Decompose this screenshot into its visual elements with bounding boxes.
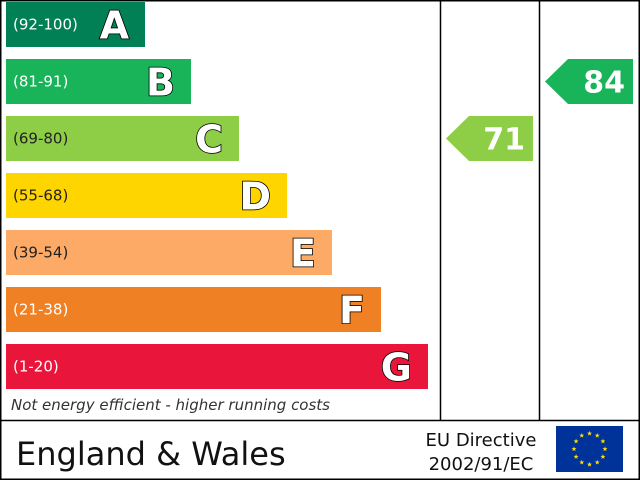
flag-star bbox=[573, 454, 579, 459]
flag-star bbox=[600, 454, 606, 459]
band-bar-c bbox=[6, 116, 239, 161]
band-range-e: (39-54) bbox=[13, 244, 68, 262]
flag-star bbox=[600, 438, 606, 444]
band-range-g: (1-20) bbox=[13, 358, 59, 376]
flag-star bbox=[571, 446, 577, 452]
directive-label: EU Directive bbox=[426, 430, 537, 451]
band-letter-e: E bbox=[290, 232, 316, 276]
rating-value-current: 71 bbox=[483, 123, 525, 158]
band-letter-c: C bbox=[195, 118, 223, 162]
flag-star bbox=[579, 432, 585, 438]
band-letter-d: D bbox=[239, 175, 271, 219]
band-bar-e bbox=[6, 230, 332, 275]
flag-star bbox=[594, 432, 600, 438]
band-range-f: (21-38) bbox=[13, 301, 68, 319]
band-bar-a bbox=[6, 2, 145, 47]
band-letter-b: B bbox=[146, 61, 175, 105]
band-bars: (92-100) A (81-91) B (69-80) C (55-68) D (39-54)… bbox=[6, 2, 428, 390]
rating-pointer-current bbox=[446, 116, 533, 161]
rating-value-potential: 84 bbox=[583, 66, 625, 101]
band-range-d: (55-68) bbox=[13, 187, 68, 205]
band-range-b: (81-91) bbox=[13, 73, 68, 91]
band-bar-d bbox=[6, 173, 287, 218]
band-range-a: (92-100) bbox=[13, 16, 78, 34]
eu-flag-icon bbox=[556, 426, 623, 472]
band-bar-g bbox=[6, 344, 428, 389]
band-letter-g: G bbox=[381, 346, 412, 390]
band-range-c: (69-80) bbox=[13, 130, 68, 148]
band-letter-f: F bbox=[339, 289, 365, 333]
directive-number: 2002/91/EC bbox=[429, 454, 534, 475]
rating-pointers: 71 84 bbox=[446, 59, 633, 161]
rating-pointer-potential bbox=[545, 59, 633, 104]
flag-star bbox=[587, 430, 592, 436]
region-label: England & Wales bbox=[16, 435, 286, 473]
flag-star bbox=[579, 459, 585, 465]
flag-star bbox=[594, 459, 600, 465]
band-bar-b bbox=[6, 59, 191, 104]
flag-star bbox=[573, 438, 579, 444]
flag-star bbox=[602, 446, 608, 452]
scale-caption: Not energy efficient - higher running co… bbox=[11, 396, 330, 414]
flag-star bbox=[587, 461, 592, 467]
band-letter-a: A bbox=[100, 4, 130, 48]
band-bar-f bbox=[6, 287, 381, 332]
